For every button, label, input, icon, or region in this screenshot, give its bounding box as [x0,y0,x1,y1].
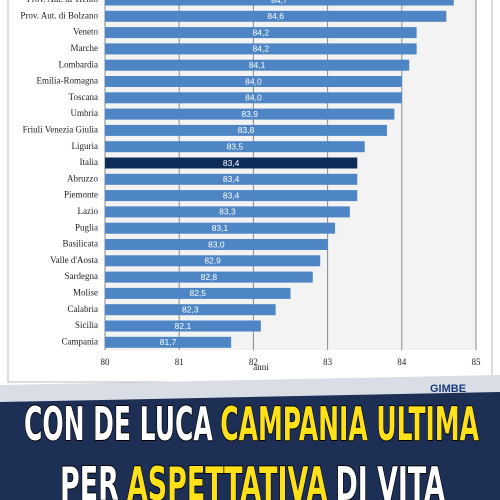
x-tick-label: 82 [249,357,258,367]
value-label: 82,5 [189,288,206,298]
value-label: 81,7 [160,337,177,347]
bar [105,92,402,104]
banner-text: ASPETTATIVA [127,457,328,500]
x-tick-label: 80 [101,357,111,367]
value-label: 84,6 [267,11,284,21]
bar [105,76,402,87]
logo: GIMBE [430,383,466,395]
bar [105,287,291,299]
bar [105,239,328,250]
value-label: 84,2 [253,44,270,54]
x-tick-label: 85 [472,357,482,367]
bar [105,271,313,283]
banner-text: CAMPANIA ULTIMA [220,397,479,451]
value-label: 84,1 [249,60,266,70]
y-tick-label: Lombardia [59,59,99,69]
bar [105,43,417,55]
banner-text: PER [60,457,119,500]
y-tick-label: Lazio [78,206,99,216]
value-label: 83,4 [223,158,240,168]
value-label: 83,1 [212,223,229,233]
value-label: 83,9 [241,109,258,119]
value-label: 83,4 [223,174,240,184]
value-label: 82,9 [204,256,221,266]
bar [105,27,417,39]
y-tick-label: Liguria [72,141,99,151]
y-tick-label: Toscana [69,92,98,102]
bar [105,320,261,332]
y-tick-label: Puglia [75,222,98,232]
bar [105,157,358,169]
bar [105,222,336,234]
banner-line-1: CON DE LUCACAMPANIA ULTIMA [24,397,479,451]
value-label: 82,8 [201,272,218,282]
y-tick-label: Basilicata [63,239,99,249]
bar [105,206,350,218]
y-tick-label: Campania [62,336,99,346]
bar [105,141,365,153]
y-tick-label: Calabria [68,304,99,314]
x-tick-label: 84 [397,357,407,367]
logo-sub: HEALTH [467,395,483,400]
y-tick-label: Veneto [73,27,98,37]
banner-bg [0,388,500,500]
bar [105,124,387,136]
bar [105,304,276,316]
value-label: 84,7 [271,0,288,5]
bar [105,255,321,267]
bar [105,173,358,185]
bar [105,190,358,202]
y-tick-label: Abruzzo [67,173,98,183]
y-tick-label: Marche [71,43,98,53]
bar [105,10,447,22]
bar [105,0,454,6]
x-axis-label: anni [253,362,269,372]
value-label: 83,3 [219,207,236,217]
x-tick-label: 83 [323,357,333,367]
y-tick-label: Molise [73,287,98,297]
y-tick-label: Umbria [71,108,99,118]
y-tick-label: Emilia-Romagna [37,76,98,86]
banner-line-2: PERASPETTATIVADI VITA [60,457,445,500]
y-tick-label: Sicilia [75,320,98,330]
value-label: 82,1 [175,321,192,331]
value-label: 83,0 [208,239,225,249]
y-tick-label: Valle d'Aosta [50,255,98,265]
bar [105,108,395,120]
y-tick-label: Piemonte [64,190,98,200]
value-label: 84,0 [245,76,262,86]
banner-text: DI VITA [335,457,445,500]
bar [105,59,410,71]
x-tick-label: 81 [175,357,184,367]
y-tick-label: Italia [80,157,99,167]
value-label: 84,2 [253,27,270,37]
y-tick-label: Friuli Venezia Giulia [23,124,98,134]
value-label: 84,0 [245,93,262,103]
banner-text: CON DE LUCA [24,397,213,451]
y-tick-label: Prov. Aut. di Bolzano [20,10,98,20]
chart: 80 81 82 83 84 85 Prov. Aut. di Trento 84,7 Prov… [20,0,481,367]
y-tick-label: Prov. Aut. di Trento [27,0,99,4]
value-label: 83,5 [227,141,244,151]
bar [105,336,232,348]
value-label: 83,8 [238,125,255,135]
y-tick-label: Sardegna [65,271,99,281]
banner-stripe [0,375,500,402]
value-label: 83,4 [223,190,240,200]
value-label: 82,3 [182,304,199,314]
